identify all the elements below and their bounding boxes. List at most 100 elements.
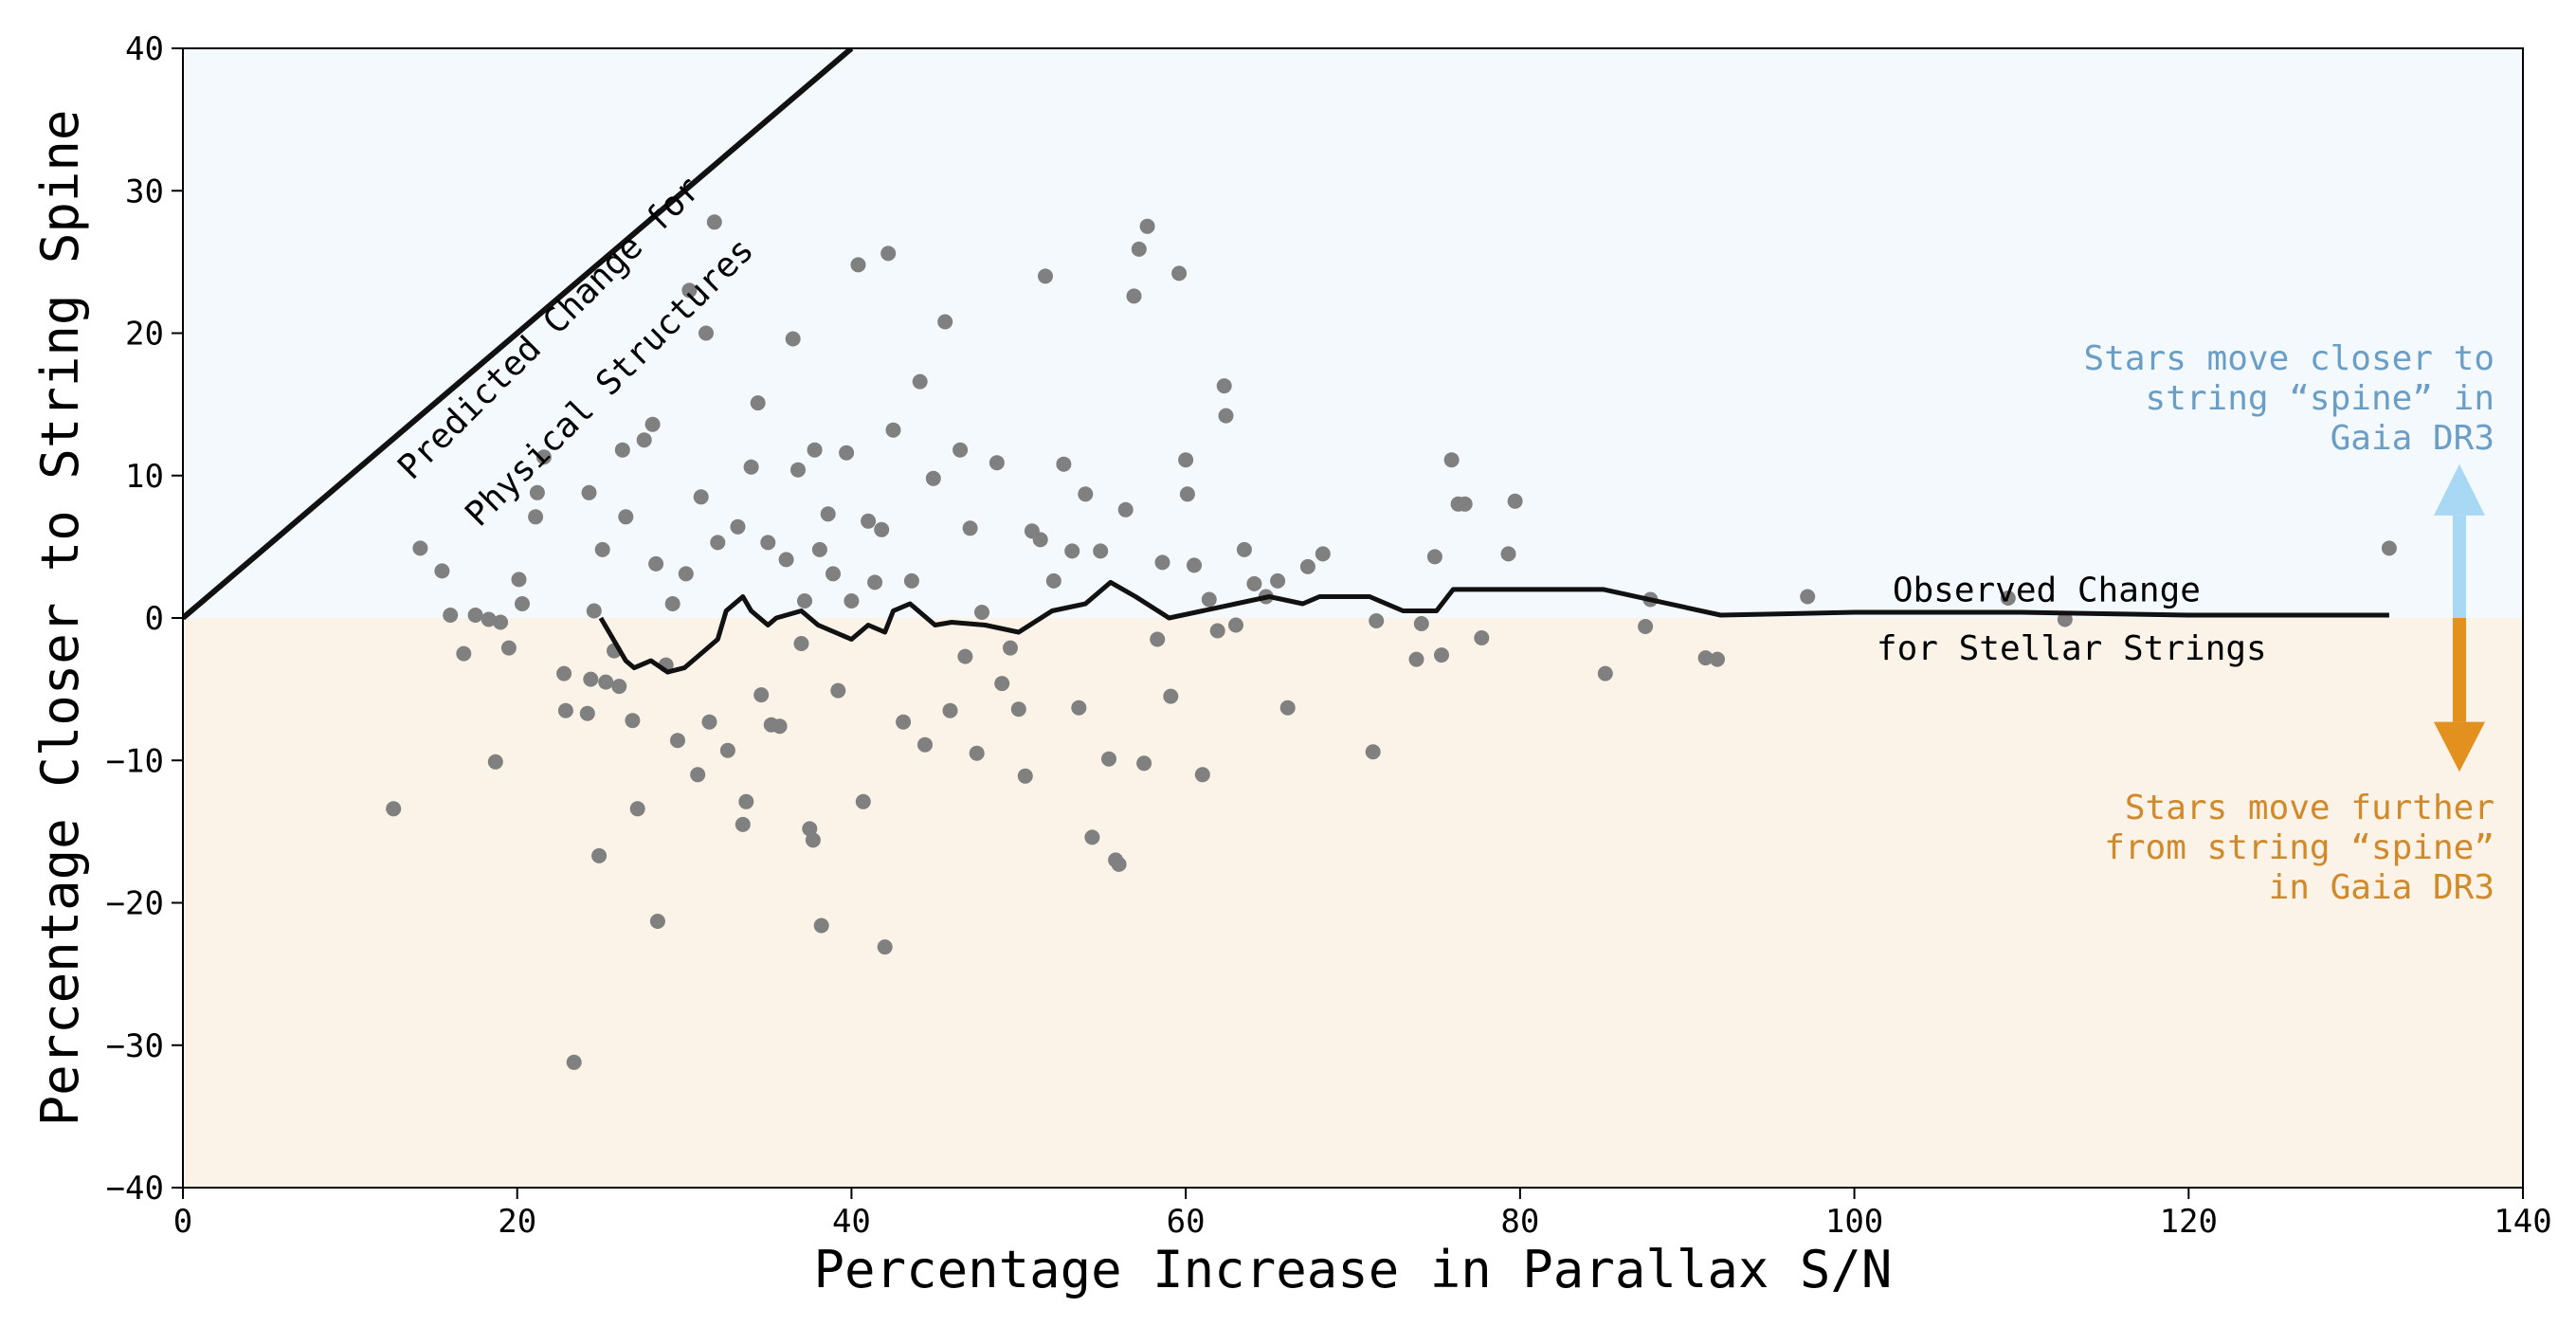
data-point <box>1474 630 1490 645</box>
x-tick-label: 0 <box>173 1203 192 1241</box>
data-point <box>844 593 860 609</box>
data-point <box>957 648 973 664</box>
data-point <box>874 521 890 537</box>
data-point <box>629 801 645 817</box>
further-label-line3: in Gaia DR3 <box>2269 868 2494 907</box>
data-point <box>648 555 664 572</box>
data-point <box>1315 546 1331 562</box>
data-point <box>581 484 597 500</box>
data-point <box>386 801 402 817</box>
data-point <box>1365 744 1381 760</box>
data-point <box>1413 616 1429 631</box>
data-point <box>1045 572 1061 589</box>
data-point <box>912 373 928 390</box>
data-point <box>885 422 901 438</box>
data-point <box>896 714 912 730</box>
data-point <box>1201 591 1217 608</box>
data-point <box>753 687 770 703</box>
further-label-line1: Stars move further <box>2125 789 2494 827</box>
closer-label-line1: Stars move closer to <box>2084 339 2494 378</box>
data-point <box>925 470 941 486</box>
data-point <box>969 745 985 761</box>
data-point <box>412 540 428 556</box>
data-point <box>962 520 978 536</box>
data-point <box>2381 540 2397 556</box>
data-point <box>625 713 641 729</box>
data-point <box>807 442 823 458</box>
data-point <box>855 793 871 809</box>
data-point <box>1126 288 1142 304</box>
x-axis-ticks: 0 20 40 60 80 100 120 140 <box>173 1188 2552 1241</box>
data-point <box>1150 631 1166 647</box>
data-point <box>598 674 614 690</box>
data-point <box>644 416 661 432</box>
direction-arrows <box>2433 463 2485 772</box>
closer-annotation: Stars move closer to string “spine” in G… <box>2084 339 2494 458</box>
closer-region <box>183 48 2523 618</box>
data-point <box>586 603 602 619</box>
data-point <box>2057 611 2073 627</box>
data-point <box>1084 829 1100 845</box>
data-point <box>493 614 509 630</box>
data-point <box>1056 456 1072 472</box>
scatter-points <box>386 214 2397 1070</box>
data-point <box>760 535 776 551</box>
data-point <box>1101 751 1116 767</box>
data-point <box>1500 546 1516 562</box>
data-point <box>805 832 821 848</box>
y-tick-label: −40 <box>106 1170 164 1208</box>
data-point <box>1218 408 1234 424</box>
data-point <box>1710 651 1725 667</box>
data-point <box>1369 613 1385 628</box>
data-point <box>614 442 630 458</box>
data-point <box>719 742 735 758</box>
data-point <box>670 733 685 749</box>
data-point <box>706 214 722 230</box>
x-tick-label: 100 <box>1825 1203 1883 1241</box>
data-point <box>952 442 969 458</box>
y-tick-label: 40 <box>125 30 164 68</box>
data-point <box>861 513 877 529</box>
background-regions <box>183 48 2523 1188</box>
data-point <box>850 257 866 273</box>
data-point <box>1171 265 1188 282</box>
data-point <box>1597 665 1613 681</box>
data-point <box>467 608 483 623</box>
data-point <box>681 282 698 299</box>
data-point <box>917 736 933 753</box>
x-axis-title: Percentage Increase in Parallax S/N <box>814 1240 1893 1299</box>
data-point <box>1154 554 1170 571</box>
y-tick-label: 10 <box>125 458 164 496</box>
data-point <box>1507 493 1523 509</box>
data-point <box>591 847 608 863</box>
closer-label-line3: Gaia DR3 <box>2331 419 2494 458</box>
y-tick-label: −20 <box>106 885 164 923</box>
data-point <box>1071 699 1087 716</box>
data-point <box>1003 640 1018 656</box>
data-point <box>1032 532 1048 548</box>
data-point <box>664 596 680 611</box>
data-point <box>566 1054 582 1070</box>
data-point <box>1236 541 1252 557</box>
data-point <box>867 574 883 590</box>
data-point <box>693 489 709 505</box>
data-point <box>443 608 459 623</box>
closer-arrow-shaft <box>2452 515 2466 618</box>
data-point <box>1010 701 1026 717</box>
x-tick-label: 20 <box>498 1203 536 1241</box>
data-point <box>942 702 958 718</box>
data-point <box>678 566 694 582</box>
data-point <box>1216 378 1232 394</box>
data-point <box>529 484 545 500</box>
x-tick-label: 140 <box>2494 1203 2551 1241</box>
y-tick-label: 0 <box>145 600 164 638</box>
data-point <box>556 665 572 681</box>
further-region <box>183 618 2523 1188</box>
data-point <box>1800 589 1816 605</box>
data-point <box>785 331 801 347</box>
data-point <box>487 754 503 770</box>
trend-lines <box>183 48 2389 675</box>
data-point <box>880 245 897 262</box>
data-point <box>1443 452 1460 468</box>
data-point <box>830 682 846 699</box>
